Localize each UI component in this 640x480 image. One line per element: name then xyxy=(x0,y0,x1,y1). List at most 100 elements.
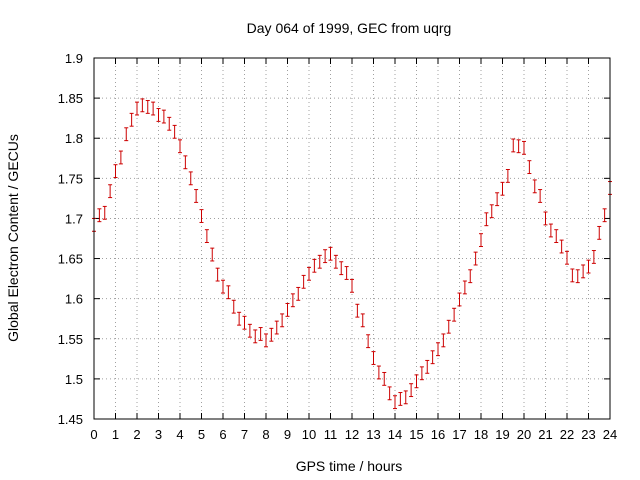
data-point xyxy=(570,268,575,283)
x-tick-label: 15 xyxy=(409,427,423,442)
data-point xyxy=(183,155,188,170)
data-point xyxy=(479,233,483,248)
data-point xyxy=(430,350,435,365)
data-point xyxy=(441,333,446,348)
x-axis-label: GPS time / hours xyxy=(296,458,403,474)
x-tick-label: 17 xyxy=(452,427,466,442)
data-point xyxy=(548,223,553,238)
data-point xyxy=(124,127,129,142)
data-point xyxy=(301,274,306,289)
data-point xyxy=(97,208,102,223)
data-point xyxy=(215,267,220,282)
data-point xyxy=(360,313,365,328)
data-point xyxy=(344,266,349,280)
data-point xyxy=(559,239,564,254)
data-point xyxy=(473,251,478,266)
data-point xyxy=(527,160,532,175)
x-tick-label: 9 xyxy=(284,427,291,442)
x-tick-label: 21 xyxy=(538,427,552,442)
data-point xyxy=(414,374,419,389)
tick-labels: 0 1 2 3 4 5 6 7 8 9 10 11 12 13 14 15 16 17 18 19 20 21 22 23 24… xyxy=(58,51,618,442)
data-point xyxy=(575,269,580,284)
data-point xyxy=(409,383,414,398)
data-point xyxy=(231,299,236,314)
x-tick-label: 24 xyxy=(603,427,617,442)
data-point xyxy=(264,333,268,348)
data-point xyxy=(226,285,231,300)
y-tick-label: 1.75 xyxy=(58,171,83,186)
y-tick-label: 1.7 xyxy=(65,211,83,226)
data-point xyxy=(484,212,489,227)
data-point xyxy=(307,266,311,281)
x-tick-label: 0 xyxy=(90,427,97,442)
x-tick-label: 6 xyxy=(219,427,226,442)
plot-frame xyxy=(93,57,611,420)
data-point xyxy=(102,205,107,220)
data-point xyxy=(350,278,354,293)
x-tick-label: 8 xyxy=(262,427,269,442)
data-point xyxy=(247,323,252,338)
x-tick-label: 2 xyxy=(133,427,140,442)
data-point xyxy=(419,366,424,381)
data-point xyxy=(333,254,338,269)
data-point xyxy=(511,138,516,153)
x-tick-label: 16 xyxy=(431,427,445,442)
x-tick-label: 12 xyxy=(345,427,359,442)
chart-title: Day 064 of 1999, GEC from uqrg xyxy=(247,20,452,36)
data-point xyxy=(188,171,193,186)
data-point xyxy=(167,116,172,131)
data-point xyxy=(489,204,494,219)
data-point xyxy=(140,98,145,113)
data-point xyxy=(135,101,139,116)
data-point xyxy=(505,169,510,183)
data-point xyxy=(113,164,118,179)
x-tick-label: 11 xyxy=(324,427,338,442)
x-tick-label: 5 xyxy=(198,427,205,442)
data-point xyxy=(403,390,408,405)
data-point xyxy=(129,112,134,127)
y-tick-label: 1.9 xyxy=(65,51,83,66)
data-point xyxy=(194,189,199,203)
data-point xyxy=(468,269,473,284)
data-point xyxy=(538,189,543,203)
data-point xyxy=(285,302,290,317)
x-tick-label: 14 xyxy=(388,427,402,442)
data-point xyxy=(376,365,381,380)
data-point xyxy=(253,329,258,344)
data-point xyxy=(425,359,430,374)
x-tick-label: 4 xyxy=(176,427,183,442)
data-point xyxy=(178,139,182,154)
data-point xyxy=(269,327,274,342)
y-tick-label: 1.45 xyxy=(58,412,83,427)
data-point xyxy=(242,315,247,330)
data-point xyxy=(366,334,371,349)
x-tick-label: 19 xyxy=(495,427,509,442)
data-point xyxy=(500,181,505,196)
data-point xyxy=(280,313,285,328)
data-point xyxy=(274,320,279,335)
x-tick-label: 1 xyxy=(112,427,119,442)
x-tick-label: 20 xyxy=(517,427,531,442)
x-tick-label: 22 xyxy=(560,427,574,442)
data-point xyxy=(145,100,150,114)
y-tick-label: 1.85 xyxy=(58,91,83,106)
y-tick-label: 1.6 xyxy=(65,292,83,307)
data-point xyxy=(446,319,451,334)
data-point xyxy=(258,327,263,341)
data-point xyxy=(543,211,548,226)
data-point xyxy=(108,184,113,199)
data-point xyxy=(591,250,596,264)
y-tick-label: 1.5 xyxy=(65,372,83,387)
data-point xyxy=(371,351,376,365)
data-point xyxy=(355,303,360,318)
data-point xyxy=(554,229,559,244)
x-tick-label: 3 xyxy=(155,427,162,442)
data-point xyxy=(221,279,225,294)
x-tick-label: 7 xyxy=(241,427,248,442)
data-point xyxy=(602,208,607,223)
data-point xyxy=(172,124,177,139)
data-point xyxy=(237,311,242,326)
data-point xyxy=(597,225,602,240)
data-point xyxy=(290,293,295,308)
